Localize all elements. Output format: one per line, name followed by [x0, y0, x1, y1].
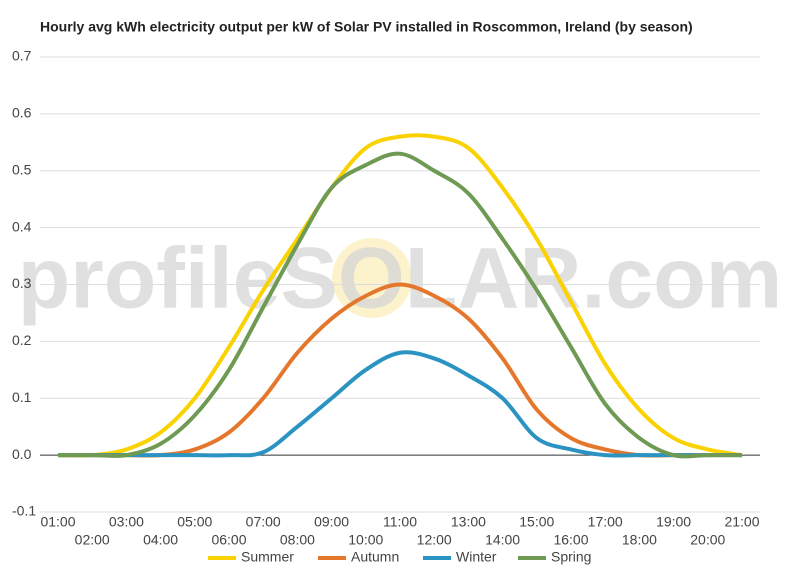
series-line [58, 151, 742, 459]
x-tick-label: 13:00 [451, 514, 486, 530]
y-tick-label: -0.1 [12, 503, 36, 519]
legend-label: Winter [456, 549, 497, 565]
legend-label: Summer [241, 549, 294, 565]
x-tick-label: 14:00 [485, 532, 520, 548]
x-tick-label: 01:00 [40, 514, 75, 530]
series-line [58, 350, 742, 458]
series-line [57, 133, 743, 458]
x-tick-label: 19:00 [656, 514, 691, 530]
x-tick-label: 16:00 [553, 532, 588, 548]
y-tick-label: 0.6 [12, 105, 32, 121]
x-tick-label: 18:00 [622, 532, 657, 548]
y-tick-label: 0.0 [12, 446, 32, 462]
y-tick-label: 0.4 [12, 218, 32, 234]
watermark-sun [332, 238, 412, 318]
x-tick-label: 10:00 [348, 532, 383, 548]
x-tick-label: 07:00 [246, 514, 281, 530]
y-tick-label: 0.7 [12, 48, 32, 64]
x-tick-label: 04:00 [143, 532, 178, 548]
x-tick-label: 02:00 [75, 532, 110, 548]
x-tick-label: 20:00 [690, 532, 725, 548]
x-tick-label: 08:00 [280, 532, 315, 548]
legend-label: Spring [551, 549, 591, 565]
x-tick-label: 12:00 [417, 532, 452, 548]
watermark: profileSOLAR.com [18, 231, 783, 327]
y-tick-label: 0.2 [12, 332, 32, 348]
y-tick-label: 0.3 [12, 275, 32, 291]
x-tick-label: 15:00 [519, 514, 554, 530]
x-tick-label: 06:00 [211, 532, 246, 548]
x-tick-label: 21:00 [724, 514, 759, 530]
y-tick-label: 0.5 [12, 161, 32, 177]
chart-title: Hourly avg kWh electricity output per kW… [40, 19, 693, 35]
x-tick-label: 03:00 [109, 514, 144, 530]
x-tick-label: 09:00 [314, 514, 349, 530]
x-tick-label: 11:00 [383, 514, 417, 530]
x-tick-label: 17:00 [588, 514, 623, 530]
x-tick-label: 05:00 [177, 514, 212, 530]
legend-label: Autumn [351, 549, 399, 565]
y-tick-label: 0.1 [12, 389, 32, 405]
